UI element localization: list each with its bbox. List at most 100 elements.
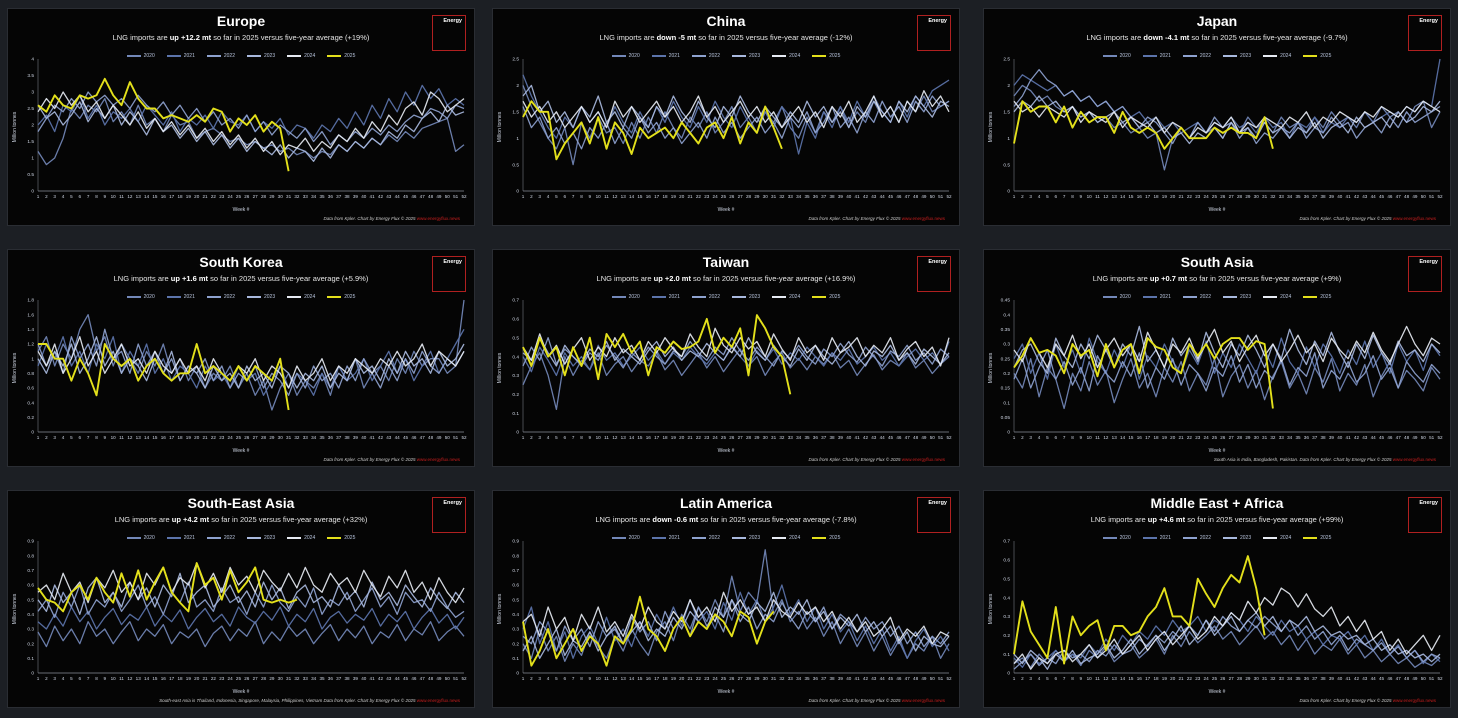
subtitle-suffix: so far in 2025 versus five-year average … (208, 274, 369, 283)
x-tick-label: 38 (829, 435, 835, 440)
series-line-2025 (1013, 337, 1274, 409)
x-tick-label: 43 (871, 435, 877, 440)
legend-label: 2020 (628, 294, 640, 300)
x-tick-label: 8 (580, 194, 583, 199)
legend-item-2022: 2022 (1182, 53, 1211, 59)
x-tick-label: 9 (104, 194, 107, 199)
x-tick-label: 32 (294, 676, 300, 681)
x-tick-label: 29 (1245, 435, 1251, 440)
x-tick-label: 44 (1371, 676, 1377, 681)
x-tick-label: 46 (411, 435, 417, 440)
x-tick-label: 20 (679, 194, 685, 199)
x-tick-label: 16 (1137, 194, 1143, 199)
source-site-link[interactable]: www.energyflux.news (1392, 216, 1436, 221)
legend-item-2023: 2023 (1223, 53, 1251, 59)
legend-swatch (126, 536, 141, 539)
x-tick-label: 36 (328, 435, 334, 440)
legend-swatch (1182, 536, 1197, 539)
x-tick-label: 16 (1137, 676, 1143, 681)
subtitle-suffix: so far in 2025 versus five-year average … (1185, 515, 1344, 524)
subtitle-change: down -0.6 mt (652, 515, 699, 524)
legend-item-2021: 2021 (651, 294, 680, 300)
legend-label: 2020 (143, 535, 155, 541)
legend-item-2023: 2023 (247, 53, 275, 59)
x-tick-label: 24 (1204, 435, 1210, 440)
chart-legend: 2020 2021 2022 2023 2024 2025 (493, 53, 959, 59)
x-tick-label: 51 (1429, 676, 1435, 681)
legend-swatch (166, 295, 181, 298)
x-tick-label: 2 (45, 676, 48, 681)
x-tick-label: 19 (186, 194, 192, 199)
source-text: Data from Kpler. Chart by Energy Flux © … (808, 457, 902, 462)
x-tick-label: 19 (671, 676, 677, 681)
x-tick-label: 9 (589, 676, 592, 681)
plot-area: 00.10.20.30.40.50.60.70.80.91 2 3 4 5 6 7 8 9 10 1… (27, 539, 467, 681)
legend-item-2023: 2023 (247, 294, 275, 300)
x-tick-label: 37 (336, 194, 342, 199)
x-tick-label: 40 (846, 435, 852, 440)
source-site-link[interactable]: www.energyflux.news (1392, 457, 1436, 462)
x-tick-label: 3 (53, 676, 56, 681)
x-tick-label: 9 (589, 194, 592, 199)
x-tick-label: 23 (219, 194, 225, 199)
energy-flux-logo: Energy (917, 15, 951, 51)
source-site-link[interactable]: www.energyflux.news (416, 698, 460, 703)
chart-legend: 2020 2021 2022 2023 2024 2025 (984, 53, 1450, 59)
x-tick-label: 49 (1412, 435, 1418, 440)
y-tick-label: 0.5 (1003, 162, 1010, 168)
x-tick-label: 34 (311, 435, 317, 440)
x-tick-label: 4 (547, 194, 550, 199)
y-axis-title-text: Million tonnes (988, 111, 994, 143)
x-tick-label: 4 (62, 676, 65, 681)
x-tick-label: 35 (804, 194, 810, 199)
x-tick-label: 41 (1346, 676, 1352, 681)
source-site-link[interactable]: www.energyflux.news (901, 457, 945, 462)
x-tick-label: 40 (1337, 676, 1343, 681)
y-tick-label: 0.1 (512, 411, 519, 417)
x-tick-label: 52 (1437, 194, 1443, 199)
y-axis-title: Million tonnes (10, 561, 20, 661)
source-site-link[interactable]: www.energyflux.news (416, 216, 460, 221)
legend-label: 2022 (708, 294, 720, 300)
x-tick-label: 49 (436, 194, 442, 199)
legend-swatch (651, 536, 666, 539)
y-tick-label: 0.5 (512, 335, 519, 341)
legend-swatch (287, 295, 302, 298)
y-axis-title: Million tonnes (986, 320, 996, 420)
x-tick-label: 39 (353, 435, 359, 440)
x-tick-label: 37 (1312, 194, 1318, 199)
x-tick-label: 7 (572, 676, 575, 681)
legend-label: 2025 (829, 294, 841, 300)
x-tick-label: 44 (395, 435, 401, 440)
y-tick-label: 0.4 (27, 400, 34, 406)
legend-item-2023: 2023 (247, 535, 275, 541)
x-tick-label: 41 (1346, 435, 1352, 440)
legend-label: 2023 (264, 294, 276, 300)
legend-item-2024: 2024 (1263, 294, 1291, 300)
x-tick-label: 18 (662, 676, 668, 681)
x-tick-label: 36 (328, 194, 334, 199)
series-line-2024 (37, 91, 465, 156)
x-tick-label: 15 (637, 676, 643, 681)
plot-area: 00.10.20.30.40.50.60.70.80.91 2 3 4 5 6 7 8 9 10 1… (512, 539, 952, 681)
source-site-link[interactable]: www.energyflux.news (1392, 698, 1436, 703)
series-line-2022 (522, 95, 950, 150)
x-tick-label: 32 (294, 435, 300, 440)
source-site-link[interactable]: www.energyflux.news (416, 457, 460, 462)
legend-label: 2023 (1240, 53, 1252, 59)
x-tick-label: 8 (95, 676, 98, 681)
y-tick-label: 0.25 (1001, 356, 1011, 362)
source-text: Data from Kpler. Chart by Energy Flux © … (1299, 216, 1393, 221)
legend-item-2024: 2024 (287, 53, 315, 59)
x-tick-label: 26 (729, 194, 735, 199)
x-tick-label: 18 (1153, 676, 1159, 681)
x-tick-label: 14 (144, 435, 150, 440)
x-tick-label: 20 (194, 676, 200, 681)
source-site-link[interactable]: www.energyflux.news (901, 216, 945, 221)
x-tick-label: 42 (863, 435, 869, 440)
x-tick-label: 26 (1220, 194, 1226, 199)
legend-swatch (327, 536, 342, 539)
source-site-link[interactable]: www.energyflux.news (901, 698, 945, 703)
legend-label: 2021 (1159, 294, 1171, 300)
legend-swatch (812, 295, 827, 298)
